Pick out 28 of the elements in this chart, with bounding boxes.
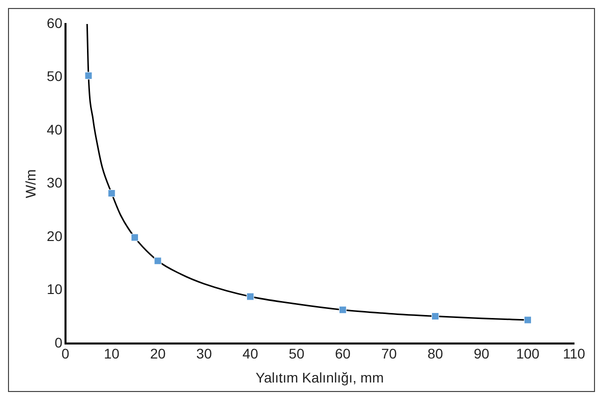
point [130,234,139,242]
y-tick-label: 20 [46,228,63,244]
point [432,312,440,320]
point [246,292,254,300]
x-tick-label: 110 [562,346,586,362]
x-tick-label: 30 [196,346,212,362]
x-tick-label: 10 [104,346,120,362]
x-tick-label: 90 [474,346,490,362]
x-tick-label: 40 [242,346,258,362]
point [108,189,116,198]
point [84,72,92,80]
x-tick-label: 100 [516,346,540,362]
point [524,316,532,324]
y-tick-label: 40 [46,121,63,138]
x-tick-label: 60 [335,346,351,362]
point [154,257,162,265]
point [339,306,347,314]
y-tick-label: 0 [54,334,63,350]
y-tick-label: 60 [46,14,63,31]
x-axis-title: Yalıtım Kalınlığı, mm [256,369,384,386]
x-tick-label: 50 [288,346,305,362]
y-tick-label: 10 [46,281,63,298]
y-axis-title: W/m [22,169,38,198]
y-tick-label: 30 [46,174,63,191]
y-tick-label: 50 [46,68,63,84]
x-tick-label: 70 [381,346,398,362]
x-tick-label: 20 [150,346,166,362]
x-tick-label: 80 [427,346,444,362]
